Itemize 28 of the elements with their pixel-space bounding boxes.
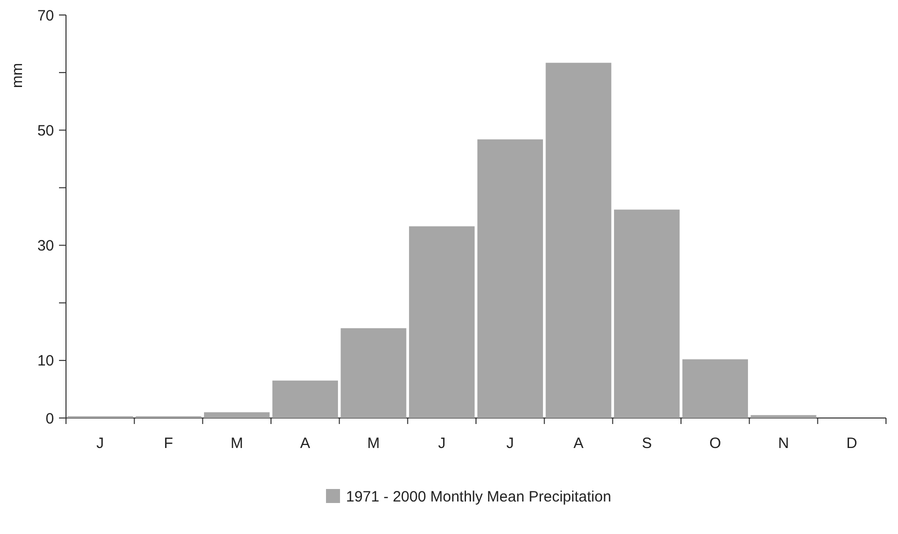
x-tick-label: O <box>709 435 722 452</box>
y-tick-label: 10 <box>37 352 54 370</box>
x-tick-label: J <box>506 435 514 452</box>
bar <box>204 412 270 418</box>
x-tick-label: A <box>573 435 584 452</box>
bar <box>409 226 475 418</box>
bar <box>477 139 543 418</box>
y-tick-label: 30 <box>37 238 54 255</box>
y-tick-label: 50 <box>37 122 54 140</box>
y-tick-label: 0 <box>46 410 54 428</box>
bar <box>340 328 406 418</box>
bar <box>750 415 816 418</box>
y-tick-label: 70 <box>37 7 54 24</box>
y-axis-title: mm <box>9 62 26 88</box>
x-tick-label: M <box>367 435 380 452</box>
x-tick-label: J <box>438 435 446 452</box>
x-tick-label: N <box>778 435 789 452</box>
x-tick-label: F <box>164 435 174 452</box>
bar <box>682 359 748 418</box>
bar <box>546 62 612 418</box>
x-tick-label: A <box>300 435 310 452</box>
legend-label: 1971 - 2000 Monthly Mean Precipitation <box>346 488 612 506</box>
x-tick-label: S <box>642 435 652 452</box>
x-tick-label: J <box>96 435 104 452</box>
bar <box>272 380 338 418</box>
bar <box>614 210 680 418</box>
x-tick-label: M <box>230 435 244 452</box>
x-tick-label: D <box>846 435 858 452</box>
